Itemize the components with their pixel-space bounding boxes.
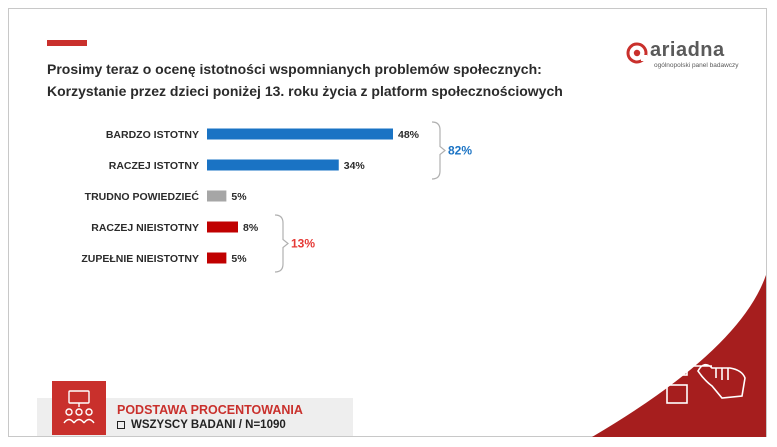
category-label: RACZEJ ISTOTNY [109,160,199,172]
value-label: 5% [231,191,247,203]
slide-title: Prosimy teraz o ocenę istotności wspomni… [47,58,563,102]
title-line-1: Prosimy teraz o ocenę istotności wspomni… [47,61,542,77]
bar [207,190,227,202]
category-label: BARDZO ISTOTNY [106,129,199,141]
footer-icon-box [52,381,106,435]
footer-title: PODSTAWA PROCENTOWANIA [117,403,303,417]
footer-subtitle: WSZYSCY BADANI / N=1090 [117,419,286,431]
category-label: ZUPEŁNIE NIEISTOTNY [81,253,199,265]
logo-tagline: ogólnopolski panel badawczy [654,62,739,69]
bar [207,252,227,264]
value-label: 5% [231,253,247,265]
bar [207,128,393,140]
title-line-2: Korzystanie przez dzieci poniżej 13. rok… [47,83,563,99]
checklist-hand-icon [666,321,746,404]
category-label: RACZEJ NIEISTOTNY [91,222,199,234]
checkbox-icon [117,421,125,429]
ariadna-logo: ariadna ogólnopolski panel badawczy [626,39,746,76]
bar [207,221,238,233]
value-label: 48% [398,129,420,141]
bar [207,159,339,171]
group-presentation-icon [63,390,95,424]
group-total-label: 82% [448,144,472,158]
value-label: 34% [344,160,366,172]
accent-bar [47,40,87,46]
logo-wordmark: ariadna [650,39,725,61]
group-total-label: 13% [291,237,315,251]
ariadna-logo-icon [626,42,648,64]
group-bracket [274,214,289,273]
category-label: TRUDNO POWIEDZIEĆ [85,190,200,203]
footer-subtitle-text: WSZYSCY BADANI / N=1090 [131,419,286,431]
group-bracket [431,121,446,180]
value-label: 8% [243,222,259,234]
slide-frame [8,8,767,437]
